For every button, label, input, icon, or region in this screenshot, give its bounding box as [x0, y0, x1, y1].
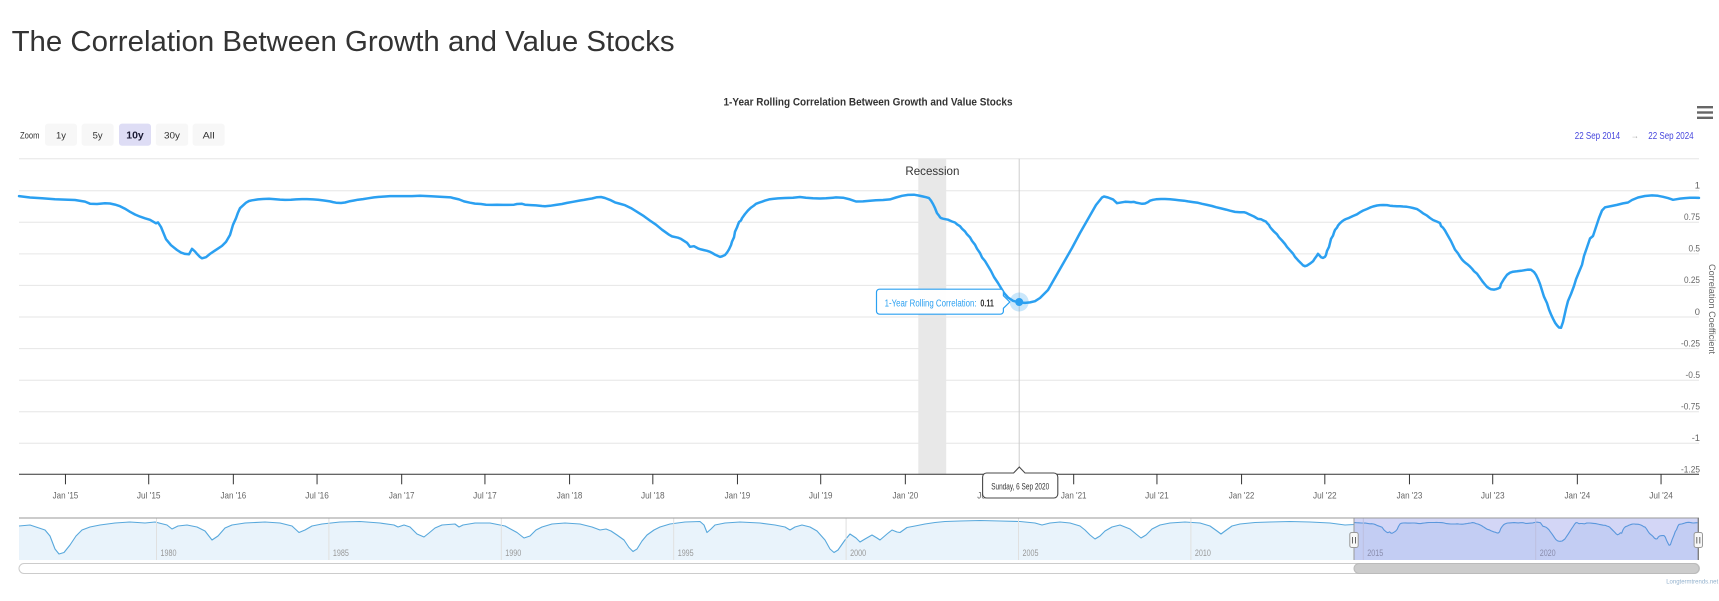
svg-text:30y: 30y: [164, 130, 180, 141]
svg-text:0.11: 0.11: [980, 298, 994, 309]
svg-text:Jul '24: Jul '24: [1649, 491, 1673, 501]
svg-text:1990: 1990: [505, 548, 521, 558]
svg-text:Zoom: Zoom: [20, 131, 40, 142]
svg-text:-0.25: -0.25: [1681, 338, 1700, 348]
svg-text:Recession: Recession: [905, 164, 959, 178]
svg-text:-1: -1: [1692, 433, 1700, 443]
svg-text:Jul '21: Jul '21: [1145, 491, 1169, 501]
svg-text:Jan '20: Jan '20: [892, 491, 918, 501]
svg-text:-0.75: -0.75: [1681, 402, 1700, 412]
svg-text:All: All: [203, 130, 215, 141]
svg-text:0: 0: [1695, 307, 1700, 317]
svg-text:2005: 2005: [1023, 548, 1039, 558]
svg-text:Jul '17: Jul '17: [473, 491, 497, 501]
svg-text:0.25: 0.25: [1684, 275, 1700, 285]
svg-text:1995: 1995: [678, 548, 694, 558]
svg-text:Jul '22: Jul '22: [1313, 491, 1337, 501]
svg-text:Jul '23: Jul '23: [1481, 491, 1505, 501]
svg-text:1y: 1y: [56, 130, 66, 141]
svg-text:Jan '22: Jan '22: [1229, 491, 1255, 501]
svg-text:-1.25: -1.25: [1681, 465, 1700, 475]
svg-text:Jul '16: Jul '16: [305, 491, 329, 501]
svg-text:2000: 2000: [850, 548, 866, 558]
svg-text:1985: 1985: [333, 548, 349, 558]
svg-text:Jul '15: Jul '15: [137, 491, 161, 501]
svg-text:Sunday, 6 Sep 2020: Sunday, 6 Sep 2020: [991, 482, 1049, 492]
svg-text:0.5: 0.5: [1689, 244, 1701, 254]
svg-text:Jan '15: Jan '15: [53, 491, 79, 501]
svg-text:Longtermtrends.net: Longtermtrends.net: [1666, 579, 1718, 586]
svg-text:1-Year Rolling Correlation Bet: 1-Year Rolling Correlation Between Growt…: [724, 96, 1013, 108]
svg-text:-0.5: -0.5: [1686, 370, 1701, 380]
svg-text:Correlation Coefficient: Correlation Coefficient: [1707, 264, 1717, 354]
svg-text:2015: 2015: [1367, 548, 1383, 558]
svg-text:Jan '18: Jan '18: [557, 491, 583, 501]
svg-text:1-Year Rolling Correlation:: 1-Year Rolling Correlation:: [885, 298, 977, 309]
svg-text:Jul '19: Jul '19: [809, 491, 833, 501]
svg-text:Jan '16: Jan '16: [220, 491, 246, 501]
svg-text:5y: 5y: [93, 130, 103, 141]
svg-text:Jan '21: Jan '21: [1061, 491, 1087, 501]
svg-text:Jul '18: Jul '18: [641, 491, 665, 501]
svg-text:Jan '17: Jan '17: [389, 491, 415, 501]
svg-text:Jan '19: Jan '19: [725, 491, 751, 501]
svg-text:Jan '24: Jan '24: [1564, 491, 1590, 501]
svg-text:22 Sep 2014: 22 Sep 2014: [1575, 131, 1621, 142]
svg-text:→: →: [1631, 130, 1639, 140]
svg-text:1980: 1980: [161, 548, 177, 558]
svg-text:2010: 2010: [1195, 548, 1211, 558]
svg-text:The Correlation Between Growth: The Correlation Between Growth and Value…: [12, 26, 675, 58]
svg-text:0.75: 0.75: [1684, 212, 1700, 222]
svg-text:10y: 10y: [126, 130, 144, 141]
svg-text:22 Sep 2024: 22 Sep 2024: [1648, 131, 1694, 142]
svg-text:1: 1: [1695, 181, 1700, 191]
svg-text:2020: 2020: [1540, 548, 1556, 558]
svg-text:Jan '23: Jan '23: [1397, 491, 1423, 501]
